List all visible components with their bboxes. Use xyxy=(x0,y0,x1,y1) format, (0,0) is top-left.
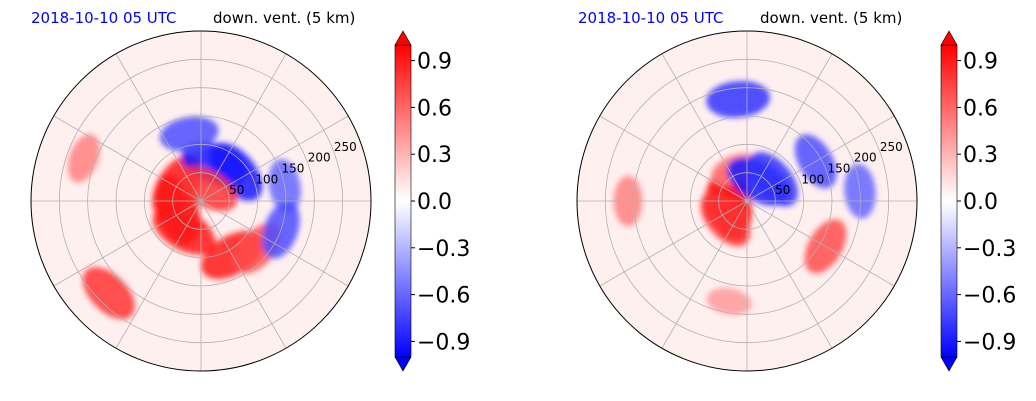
radial-gridline xyxy=(604,58,890,344)
colorbar-tick-label: −0.3 xyxy=(963,237,1016,262)
polar-frame xyxy=(576,30,918,372)
colorbar-extend-min xyxy=(940,356,958,372)
radial-tick-label: 200 xyxy=(854,151,877,165)
colorbar-tick-label: 0.0 xyxy=(417,190,452,215)
radial-tick-label: 150 xyxy=(828,161,851,175)
radial-gridline xyxy=(143,143,259,259)
colorbar-tick-label: −0.6 xyxy=(963,284,1016,309)
colorbar-extend-max xyxy=(940,30,958,46)
panel-1: 2018-10-10 05 UTC down. vent. (5 km) 50 1… xyxy=(30,9,470,372)
panel-1-title-variable: down. vent. (5 km) xyxy=(213,9,355,27)
radial-tick-label: 200 xyxy=(308,151,331,165)
radial-gridline xyxy=(115,115,287,287)
colorbar-body xyxy=(940,44,958,358)
radial-tick-label: 50 xyxy=(229,183,244,197)
colorbar-tick-label: −0.6 xyxy=(417,284,470,309)
radial-gridline xyxy=(58,58,344,344)
radial-gridline xyxy=(718,172,776,230)
panel-2-title-variable: down. vent. (5 km) xyxy=(760,9,902,27)
data-feature xyxy=(82,267,135,320)
colorbar-tick-label: −0.3 xyxy=(417,237,470,262)
polar-frame xyxy=(30,30,372,372)
radial-tick-label: 100 xyxy=(801,172,824,186)
radial-tick-label: 250 xyxy=(880,140,903,154)
colorbar-tick-label: 0.6 xyxy=(417,96,452,121)
colorbar-tick-label: 0.9 xyxy=(963,50,998,75)
colorbar-body xyxy=(394,44,412,358)
colorbar-tick-label: 0.0 xyxy=(963,190,998,215)
data-feature xyxy=(748,152,798,207)
colorbar-extend-min xyxy=(394,356,412,372)
colorbar-extend-max xyxy=(394,30,412,46)
data-feature xyxy=(209,142,263,201)
panel-2-colorbar: 0.9 0.6 0.3 0.0 −0.3 −0.6 −0.9 xyxy=(940,30,1016,372)
colorbar-tick-label: 0.3 xyxy=(963,143,998,168)
radial-gridline xyxy=(172,172,230,230)
colorbar-tick-label: 0.3 xyxy=(417,143,452,168)
panel-1-colorbar: 0.9 0.6 0.3 0.0 −0.3 −0.6 −0.9 xyxy=(394,30,470,372)
radial-gridline xyxy=(661,115,833,287)
panel-2: 2018-10-10 05 UTC down. vent. (5 km) 50 1… xyxy=(576,9,1016,372)
radial-gridline xyxy=(689,143,805,259)
data-feature xyxy=(159,116,219,152)
colorbar-tick-label: −0.9 xyxy=(417,330,470,355)
radial-tick-label: 250 xyxy=(334,140,357,154)
panel-2-title-date: 2018-10-10 05 UTC xyxy=(578,9,724,27)
colorbar-tick-label: 0.6 xyxy=(963,96,998,121)
data-feature xyxy=(706,287,753,315)
colorbar-tick-label: −0.9 xyxy=(963,330,1016,355)
radial-tick-label: 150 xyxy=(282,161,305,175)
radial-tick-label: 50 xyxy=(775,183,790,197)
radial-gridline xyxy=(633,87,861,315)
radial-gridline xyxy=(87,87,315,315)
panel-1-title-date: 2018-10-10 05 UTC xyxy=(31,9,177,27)
radial-tick-label: 100 xyxy=(255,172,278,186)
colorbar-tick-label: 0.9 xyxy=(417,50,452,75)
